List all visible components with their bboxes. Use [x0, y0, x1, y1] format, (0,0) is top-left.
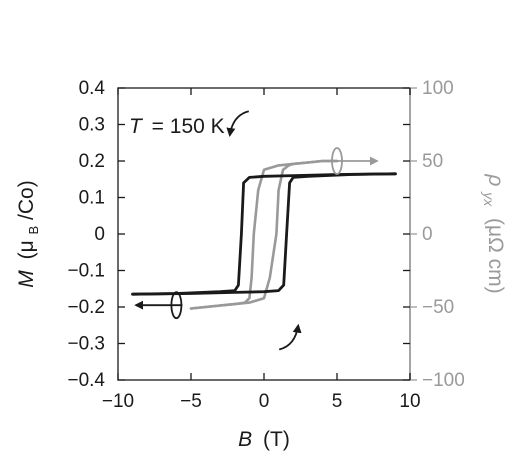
x-axis-title: B (T)	[238, 428, 290, 451]
y2-axis-unit: (μΩ cm)	[484, 218, 507, 294]
magnetization-upper-branch	[131, 172, 397, 296]
x-tick-label: −5	[180, 391, 202, 412]
y-tick-label: 0.1	[79, 188, 105, 209]
y-tick-label: −0.3	[67, 334, 105, 355]
y2-axis-title: ρ yx (μΩ cm)	[479, 173, 507, 293]
x-tick-label: 5	[332, 391, 343, 412]
y2-tick-label: 50	[422, 151, 443, 172]
y-tick-label: −0.1	[67, 261, 105, 282]
sweep-down-arrow	[226, 110, 250, 137]
left-ticks: 0.4 0.3 0.2 0.1 0 −0.1 −0.2 −0.3 −0.4	[67, 78, 410, 391]
temperature-symbol: T	[129, 115, 144, 138]
y-axis-symbol: M	[15, 270, 38, 288]
right-ticks: 100 50 0 −50 −100	[410, 78, 465, 391]
y2-axis-symbol: ρ	[484, 173, 507, 186]
sweep-up-arrow	[278, 323, 302, 351]
y2-tick-label: −100	[422, 370, 465, 391]
bottom-ticks: −10 −5 0 5 10	[102, 88, 421, 412]
y-tick-label: −0.4	[67, 370, 105, 391]
y-axis-unit-sub: B	[26, 226, 41, 235]
y-axis-unit-suffix: /Co)	[15, 180, 38, 220]
y-tick-label: −0.2	[67, 297, 105, 318]
x-axis-unit: (T)	[263, 428, 290, 451]
axis-markers	[134, 110, 379, 351]
y-tick-label: 0.2	[79, 151, 105, 172]
x-axis-symbol: B	[238, 428, 252, 451]
y-tick-label: 0.3	[79, 115, 105, 136]
magnetization-lower-branch	[131, 172, 397, 296]
y2-tick-label: 100	[422, 78, 454, 99]
y2-axis-sub: yx	[481, 191, 497, 207]
y-axis-title: M (μ B /Co)	[15, 180, 43, 287]
x-tick-label: 10	[399, 391, 420, 412]
temperature-annotation: T = 150 K	[129, 115, 225, 138]
resistivity-upper-branch	[189, 159, 339, 310]
y-tick-label: 0.4	[79, 78, 106, 99]
y-axis-unit-prefix: (μ	[15, 240, 38, 259]
y2-tick-label: −50	[422, 297, 454, 318]
temperature-value: = 150 K	[152, 115, 225, 138]
curves	[131, 159, 397, 310]
y-tick-label: 0	[94, 224, 105, 245]
resistivity-lower-branch	[189, 159, 339, 310]
x-tick-label: 0	[259, 391, 270, 412]
y2-tick-label: 0	[422, 224, 433, 245]
x-tick-label: −10	[102, 391, 134, 412]
